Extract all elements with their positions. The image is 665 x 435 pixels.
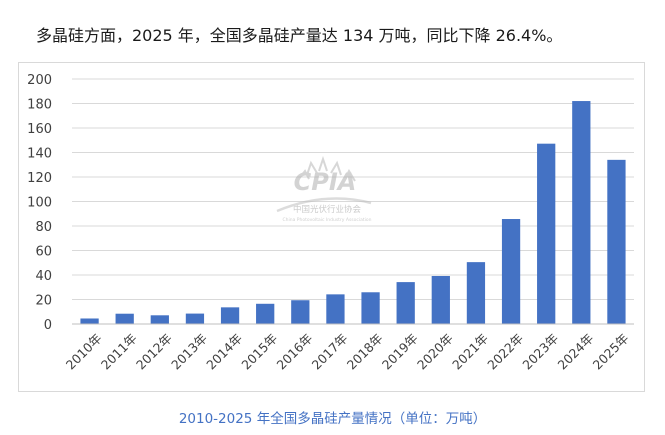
bar-2021年 bbox=[466, 262, 486, 324]
bar-2011年 bbox=[115, 313, 134, 324]
x-tick-label: 2022年 bbox=[484, 331, 526, 373]
bar-2023年 bbox=[537, 143, 556, 324]
bar-2022年 bbox=[501, 219, 521, 324]
bar-2016年 bbox=[291, 300, 310, 324]
x-tick-label: 2012年 bbox=[133, 331, 175, 373]
watermark-logo: CPIA bbox=[294, 168, 357, 196]
x-tick-label: 2018年 bbox=[344, 331, 386, 373]
chart-caption: 2010-2025 年全国多晶硅产量情况（单位：万吨） bbox=[178, 411, 487, 427]
bars bbox=[80, 101, 626, 324]
x-tick-label: 2020年 bbox=[414, 331, 456, 373]
cpia-watermark: CPIA 中国光伏行业协会 China Photovoltaic Industr… bbox=[276, 155, 372, 223]
y-tick-label: 120 bbox=[27, 171, 52, 186]
y-tick-label: 160 bbox=[27, 122, 52, 137]
swoosh-icon bbox=[276, 197, 372, 213]
bar-2014年 bbox=[220, 307, 240, 324]
y-tick-label: 180 bbox=[27, 98, 52, 113]
watermark-org-cn: 中国光伏行业协会 bbox=[293, 204, 362, 215]
x-tick-label: 2010年 bbox=[63, 331, 105, 373]
watermark-org-en: China Photovoltaic Industry Association bbox=[282, 217, 371, 223]
y-tick-label: 80 bbox=[35, 220, 52, 235]
y-tick-label: 40 bbox=[35, 269, 52, 284]
x-tick-label: 2014年 bbox=[203, 331, 245, 373]
x-tick-label: 2013年 bbox=[168, 331, 210, 373]
bar-2017年 bbox=[326, 294, 345, 324]
y-tick-label: 0 bbox=[44, 318, 52, 333]
x-tick-label: 2015年 bbox=[238, 331, 280, 373]
x-tick-label: 2023年 bbox=[519, 331, 561, 373]
bar-2020年 bbox=[431, 275, 450, 324]
bar-2013年 bbox=[185, 313, 205, 324]
y-tick-label: 60 bbox=[35, 245, 52, 260]
chart-container: 0 20 40 60 80 100 120 140 160 180 200 CPIA 中国光伏行业协… bbox=[18, 62, 645, 392]
y-axis-tick-labels: 0 20 40 60 80 100 120 140 160 180 200 bbox=[27, 73, 52, 333]
y-tick-label: 140 bbox=[27, 147, 52, 162]
bar-2024年 bbox=[572, 101, 591, 324]
bar-2015年 bbox=[256, 303, 275, 324]
y-tick-label: 100 bbox=[27, 196, 52, 211]
bar-2019年 bbox=[396, 282, 415, 324]
x-tick-label: 2011年 bbox=[98, 331, 140, 373]
y-tick-label: 20 bbox=[35, 294, 52, 309]
x-tick-label: 2024年 bbox=[555, 331, 597, 373]
x-tick-label: 2017年 bbox=[309, 331, 351, 373]
sun-rays-icon bbox=[296, 155, 356, 182]
intro-text: 多晶硅方面，2025 年，全国多晶硅产量达 134 万吨，同比下降 26.4%。 bbox=[36, 26, 563, 45]
x-tick-label: 2016年 bbox=[274, 331, 316, 373]
x-tick-label: 2025年 bbox=[590, 331, 632, 373]
bar-chart: 0 20 40 60 80 100 120 140 160 180 200 CPIA 中国光伏行业协… bbox=[27, 73, 634, 373]
x-tick-label: 2021年 bbox=[449, 331, 491, 373]
x-axis-tick-labels: 2010年2011年2012年2013年2014年2015年2016年2017年… bbox=[63, 331, 632, 373]
y-tick-label: 200 bbox=[27, 73, 52, 88]
bar-2012年 bbox=[150, 315, 169, 324]
bar-2018年 bbox=[361, 292, 380, 324]
bar-2010年 bbox=[80, 318, 99, 324]
x-tick-label: 2019年 bbox=[379, 331, 421, 373]
bar-2025年 bbox=[607, 159, 626, 324]
